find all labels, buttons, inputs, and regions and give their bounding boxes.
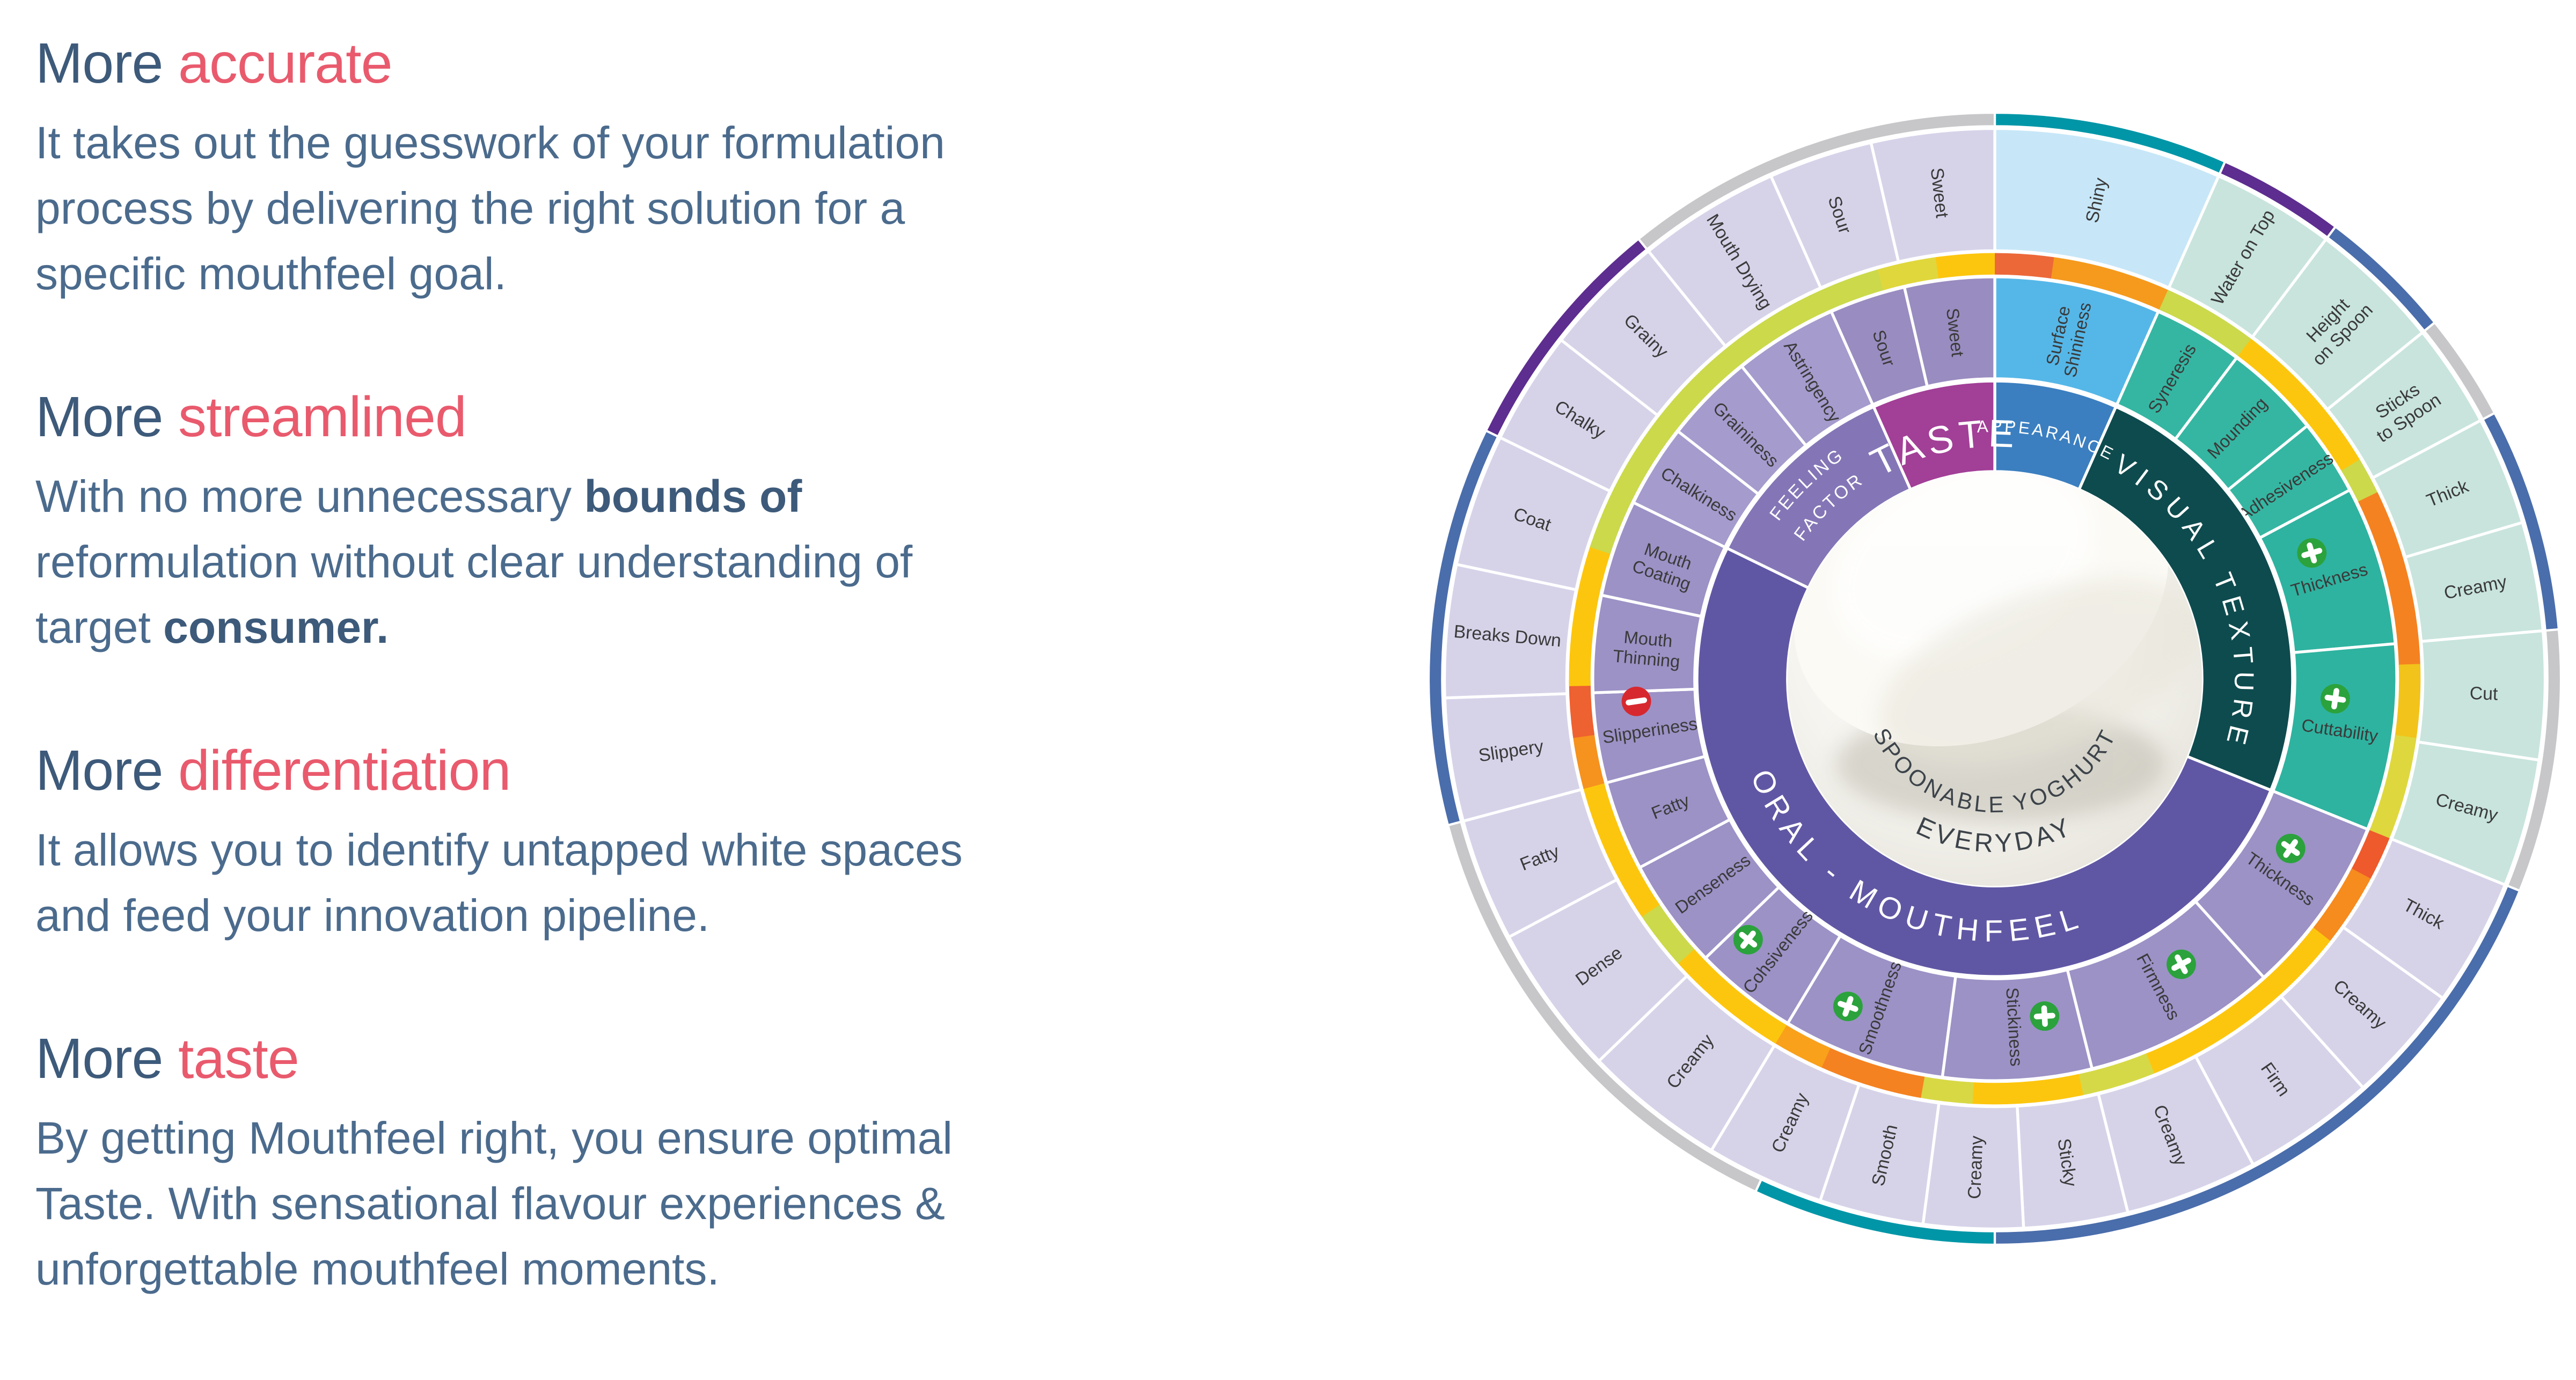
benefit-heading-accent: differentiation	[163, 739, 511, 802]
accent-arc	[1966, 1074, 2083, 1105]
attribute-label-group: SurfaceShininess	[2040, 296, 2095, 379]
accent-arc	[1995, 253, 2060, 280]
benefit-body-text: process by delivering the right solution…	[35, 183, 905, 233]
consumer-term-label: Cut	[2469, 683, 2498, 704]
benefit-heading-prefix: More	[35, 1027, 164, 1090]
accent-arc	[2238, 339, 2363, 476]
minus-icon	[1621, 686, 1651, 716]
accent-arc	[1572, 729, 1605, 789]
mouthfeel-wheel: Shiny Water on Top Heighton Spoon Sticksto …	[1429, 113, 2561, 1245]
accent-arc	[1770, 1022, 1831, 1068]
attribute-segment	[1902, 275, 1996, 388]
benefit-body-text: reformulation without clear understandin…	[35, 537, 913, 587]
benefit-body-bold-text: bounds of	[584, 471, 802, 522]
benefit-body: With no more unnecessary bounds of reform…	[35, 464, 1270, 660]
accent-arc	[2073, 1053, 2155, 1097]
benefit-heading-accent: taste	[163, 1027, 299, 1090]
yoghurt-spoon-image	[1794, 471, 2202, 823]
benefit-body-text: specific mouthfeel goal.	[35, 248, 507, 299]
accent-arc	[2349, 830, 2390, 884]
plus-icon	[1733, 924, 1763, 955]
attribute-label: SurfaceShininess	[2040, 296, 2095, 379]
accent-arc	[2394, 664, 2421, 744]
plus-icon	[1833, 992, 1863, 1022]
category-segment	[1695, 546, 2273, 978]
accent-arc	[1816, 1045, 1925, 1098]
accent-arc	[2159, 290, 2256, 359]
accent-arc	[2051, 257, 2174, 312]
plus-icon	[2275, 833, 2306, 863]
benefit-body-text: With no more unnecessary	[35, 471, 584, 522]
consumer-term-label-group: Cut	[2469, 683, 2498, 704]
plus-icon	[2297, 538, 2327, 568]
accent-arc	[1582, 777, 1660, 917]
benefit-body-text: By getting Mouthfeel right, you ensure o…	[35, 1113, 953, 1163]
benefit-body-text: target	[35, 602, 164, 652]
consumer-term-segment	[1869, 127, 1996, 264]
benefit-heading: More streamlined	[35, 385, 1270, 450]
benefit-heading-accent: streamlined	[163, 385, 467, 449]
accent-arc	[2367, 735, 2417, 844]
accent-arc	[1915, 1075, 1974, 1104]
attribute-label: MouthThinning	[1612, 626, 1682, 672]
accent-arc	[1877, 256, 1944, 290]
benefit-heading-accent: accurate	[163, 32, 393, 95]
accent-arc	[2341, 459, 2380, 507]
accent-arc	[1569, 680, 1595, 738]
attribute-label: Stickiness	[2002, 987, 2026, 1067]
plus-icon	[2030, 1001, 2060, 1031]
accent-arc	[1590, 268, 1889, 554]
accent-arc	[2310, 868, 2371, 946]
benefit-body-text: Taste. With sensational flavour experien…	[35, 1178, 945, 1229]
benefit-heading-prefix: More	[35, 32, 164, 95]
plus-icon	[2321, 684, 2350, 714]
benefit-block: More accurate It takes out the guesswork …	[35, 31, 1270, 306]
benefit-heading: More accurate	[35, 31, 1270, 96]
benefit-body-text: and feed your innovation pipeline.	[35, 890, 710, 941]
benefit-body-text: It allows you to identify untapped white…	[35, 825, 963, 875]
benefit-heading-prefix: More	[35, 739, 164, 802]
benefits-panel: More accurate It takes out the guesswork …	[35, 31, 1270, 1380]
benefit-body: It takes out the guesswork of your formu…	[35, 110, 1270, 306]
benefit-block: More streamlined With no more unnecessary…	[35, 385, 1270, 660]
benefit-body: By getting Mouthfeel right, you ensure o…	[35, 1105, 1270, 1302]
accent-arc	[1569, 541, 1612, 686]
benefit-body: It allows you to identify untapped white…	[35, 817, 1270, 948]
accent-arc	[1638, 900, 1695, 964]
accent-arc	[1674, 945, 1787, 1044]
benefit-body-text: It takes out the guesswork of your formu…	[35, 118, 945, 168]
attribute-label-group: Stickiness	[2002, 987, 2060, 1067]
benefit-heading: More taste	[35, 1026, 1270, 1091]
benefit-block: More taste By getting Mouthfeel right, yo…	[35, 1026, 1270, 1302]
benefit-block: More differentiation It allows you to ide…	[35, 738, 1270, 948]
consumer-term-label: Creamy	[1964, 1135, 1987, 1200]
accent-arc	[1935, 253, 1995, 279]
attribute-label-group: MouthThinning	[1612, 626, 1682, 672]
accent-arc	[2358, 492, 2421, 671]
accent-arc	[2141, 927, 2331, 1076]
benefit-heading: More differentiation	[35, 738, 1270, 803]
benefit-heading-prefix: More	[35, 385, 164, 449]
benefit-body-text: unforgettable mouthfeel moments.	[35, 1244, 720, 1294]
benefit-body-bold-text: consumer.	[163, 602, 389, 652]
consumer-term-label-group: Creamy	[1964, 1135, 1987, 1200]
edge-arc	[1637, 113, 1996, 251]
plus-icon	[2167, 949, 2196, 979]
